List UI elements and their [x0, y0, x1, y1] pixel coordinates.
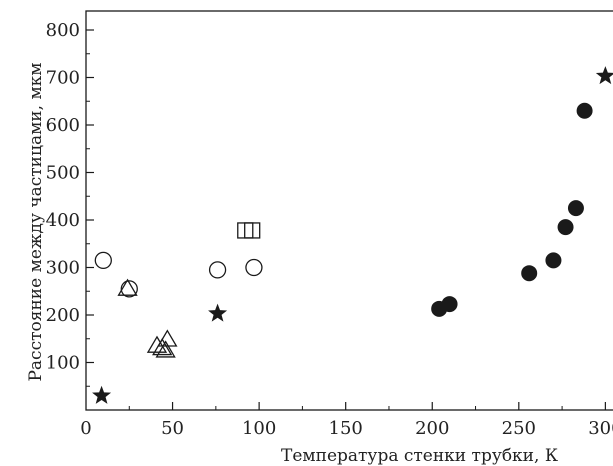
- x-tick-label: 250: [502, 418, 536, 439]
- data-points: [92, 66, 613, 404]
- x-tick-label: 150: [329, 418, 363, 439]
- plot-frame: [85, 10, 613, 411]
- filled-circle-point: [557, 219, 574, 236]
- filled-circle-point: [567, 200, 584, 217]
- filled-star-point: [208, 303, 228, 322]
- filled-circle-point: [441, 296, 458, 313]
- open-circle-point: [120, 280, 138, 298]
- open-square-point: [244, 222, 261, 239]
- open-circle-point: [208, 261, 227, 279]
- y-tick-label: 500: [46, 163, 80, 184]
- y-tick-label: 600: [46, 115, 80, 136]
- x-axis-ticks: 0 50 100 150 200 250 300: [80, 402, 613, 439]
- open-triangle-point: [146, 335, 168, 353]
- y-tick-label: 800: [46, 20, 80, 41]
- x-axis-label: Температура стенки трубки, К: [281, 446, 558, 466]
- open-triangle-point: [152, 337, 173, 356]
- y-axis-label: Расстояние между частицами, мкм: [26, 62, 46, 381]
- y-tick-label: 300: [46, 258, 80, 279]
- open-triangle-point: [157, 329, 178, 347]
- open-circle-point: [245, 258, 263, 277]
- filled-circle-point: [545, 252, 562, 269]
- plot-border: [85, 10, 613, 411]
- y-tick-label: 100: [46, 353, 80, 374]
- open-triangle-point: [117, 278, 138, 296]
- y-tick-label: 700: [46, 68, 80, 89]
- x-tick-label: 300: [588, 418, 613, 439]
- filled-star-point: [92, 385, 112, 404]
- x-tick-label: 100: [242, 418, 276, 439]
- y-axis-ticks: 100 200 300 400 500 600 700 800: [46, 20, 94, 387]
- open-triangle-point: [155, 340, 176, 358]
- x-tick-label: 0: [80, 418, 91, 439]
- y-tick-label: 200: [46, 305, 80, 326]
- filled-star-point: [595, 66, 613, 85]
- open-circle-point: [94, 251, 112, 270]
- x-tick-label: 50: [161, 418, 184, 439]
- x-tick-label: 200: [415, 418, 449, 439]
- filled-circle-point: [521, 265, 538, 282]
- filled-circle-point: [576, 102, 593, 119]
- y-tick-label: 400: [46, 210, 80, 231]
